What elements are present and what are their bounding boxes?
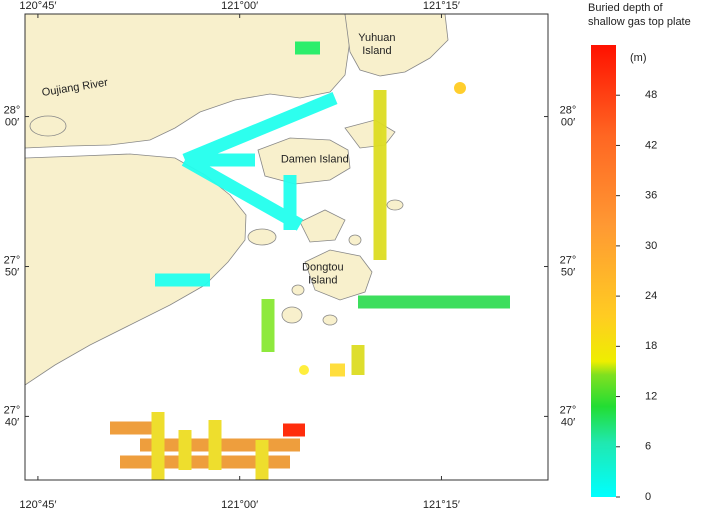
lon-label: 121°15′: [423, 0, 460, 12]
place-label: Damen Island: [281, 154, 349, 166]
survey-point: [299, 365, 309, 375]
survey-line: [181, 154, 304, 231]
islet: [322, 314, 338, 326]
map-frame: [24, 13, 549, 481]
colorbar-unit: (m): [630, 52, 647, 64]
survey-line: [151, 412, 269, 480]
lon-label: 121°00′: [221, 0, 258, 12]
dongtou-island: [304, 249, 373, 301]
islet: [247, 228, 277, 246]
place-label: Island: [362, 45, 391, 57]
lon-label: 121°15′: [423, 499, 460, 511]
colorbar-title: shallow gas top plate: [588, 16, 691, 28]
survey-line: [182, 91, 338, 167]
colorbar-tick-label: 18: [645, 340, 657, 352]
lat-label: 27°: [4, 254, 21, 266]
survey-lines: [110, 40, 510, 480]
lat-label: 50′: [561, 266, 575, 278]
colorbar: [591, 45, 616, 497]
islet: [348, 234, 362, 246]
lat-label: 00′: [5, 116, 19, 128]
lat-label: 50′: [5, 266, 19, 278]
place-label: Yuhuan: [358, 32, 395, 44]
lat-label: 27°: [560, 254, 577, 266]
colorbar-tick-label: 24: [645, 290, 657, 302]
mainland-north: [25, 14, 351, 149]
lon-label: 120°45′: [19, 499, 56, 511]
survey-point: [454, 82, 466, 94]
lat-label: 27°: [560, 404, 577, 416]
lat-label: 28°: [560, 104, 577, 116]
place-label: Dongtou: [302, 261, 344, 273]
colorbar-tick-label: 36: [645, 190, 657, 202]
map-area: [25, 14, 548, 480]
river-island: [29, 115, 67, 137]
colorbar-tick-label: 30: [645, 240, 657, 252]
colorbar-tick-label: 48: [645, 89, 657, 101]
islet: [281, 306, 303, 324]
lat-label: 40′: [5, 416, 19, 428]
islet: [299, 209, 346, 243]
lat-label: 28°: [4, 104, 21, 116]
colorbar-title: Buried depth of: [588, 2, 664, 14]
lat-label: 00′: [561, 116, 575, 128]
colorbar-tick-label: 42: [645, 139, 657, 151]
lon-label: 120°45′: [19, 0, 56, 12]
lat-label: 40′: [561, 416, 575, 428]
lat-label: 27°: [4, 404, 21, 416]
damen-island: [257, 137, 351, 185]
lon-label: 121°00′: [221, 499, 258, 511]
colorbar-tick-label: 12: [645, 390, 657, 402]
colorbar-tick-label: 0: [645, 491, 651, 503]
mainland-south: [25, 153, 247, 386]
colorbar-tick-label: 6: [645, 441, 651, 453]
islet: [291, 284, 305, 296]
place-label: Island: [308, 274, 337, 286]
yuhuan-island: [344, 14, 449, 77]
